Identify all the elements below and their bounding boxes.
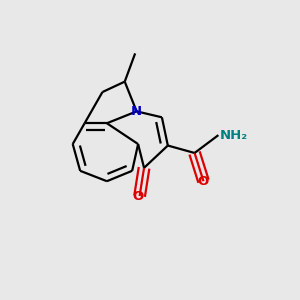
Text: NH₂: NH₂ — [220, 129, 248, 142]
Text: O: O — [198, 175, 209, 188]
Text: O: O — [133, 190, 144, 202]
Text: N: N — [131, 105, 142, 118]
